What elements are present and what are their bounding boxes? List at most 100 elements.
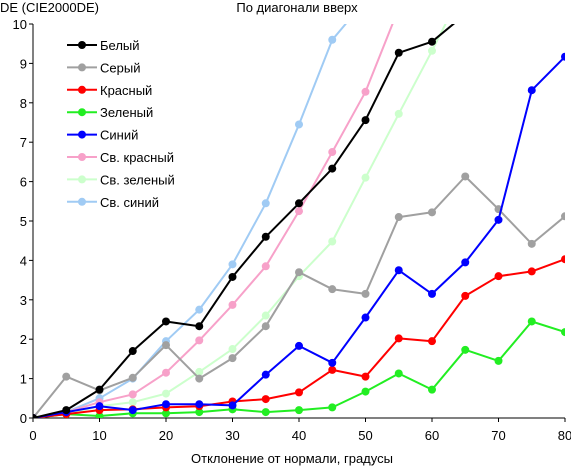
data-point (328, 403, 337, 412)
chart-title: По диагонали вверх (236, 0, 358, 15)
data-point (228, 401, 237, 410)
data-point (261, 322, 270, 331)
data-point (228, 300, 237, 309)
series-2 (33, 255, 565, 418)
data-point (428, 337, 436, 346)
y-tick-label: 6 (20, 175, 27, 190)
data-point (195, 374, 204, 383)
legend-swatch-marker (78, 153, 86, 161)
legend-item: Св. зеленый (67, 172, 175, 187)
data-point (162, 368, 170, 377)
legend-item: Белый (67, 38, 140, 53)
data-point (195, 336, 204, 345)
axes: 0 1 2 3 4 5 6 7 8 9 10 0 10 20 30 40 50 60 70 80 (13, 17, 571, 443)
data-point (195, 408, 204, 417)
legend-swatch-marker (78, 41, 86, 49)
legend-item: Св. красный (67, 150, 174, 165)
data-point (394, 334, 403, 343)
legend-swatch-marker (78, 175, 86, 184)
data-point (561, 255, 565, 264)
data-point (261, 311, 270, 320)
legend-swatch-marker (78, 197, 86, 206)
data-point (361, 387, 370, 396)
data-point (128, 390, 137, 399)
data-point (162, 317, 170, 326)
data-point (428, 385, 436, 394)
data-point (494, 356, 503, 365)
data-point (162, 400, 170, 409)
data-point (128, 373, 137, 382)
data-point (527, 317, 536, 326)
x-tick-label: 40 (292, 428, 306, 443)
legend-label: Св. зеленый (100, 172, 175, 187)
y-tick-label: 9 (20, 56, 27, 71)
legend-swatch-marker (78, 108, 86, 117)
x-tick-label: 60 (425, 428, 439, 443)
y-tick-label: 4 (20, 253, 27, 268)
data-point (328, 164, 337, 173)
data-point (328, 365, 337, 374)
data-point (362, 0, 370, 4)
data-point (494, 272, 503, 281)
series-6 (33, 24, 447, 418)
data-point (527, 239, 536, 248)
x-tick-label: 50 (358, 428, 372, 443)
data-point (428, 46, 436, 55)
legend-label: Серый (100, 60, 140, 75)
data-point (461, 172, 470, 181)
data-point (328, 285, 337, 294)
x-tick-label: 20 (159, 428, 173, 443)
data-point (261, 370, 270, 379)
data-point (328, 237, 337, 246)
data-point (162, 389, 170, 398)
data-point (195, 367, 204, 376)
data-point (428, 208, 436, 217)
legend-item: Красный (67, 83, 152, 98)
data-point (295, 199, 303, 208)
data-point (328, 35, 337, 44)
data-point (128, 406, 137, 415)
data-point (261, 199, 270, 208)
data-point (328, 358, 337, 367)
x-axis-title: Отклонение от нормали, градусы (191, 451, 393, 466)
data-point (461, 291, 470, 300)
series-layer (33, 0, 565, 418)
data-point (195, 400, 204, 409)
y-tick-label: 7 (20, 135, 27, 150)
y-tick-label: 2 (20, 332, 27, 347)
y-axis-title: DE (CIE2000DE) (0, 0, 99, 15)
x-tick-label: 70 (491, 428, 505, 443)
data-point (461, 10, 469, 18)
x-tick-label: 0 (29, 428, 36, 443)
data-point (428, 37, 436, 46)
x-tick-label: 80 (558, 428, 571, 443)
legend-swatch-marker (78, 63, 86, 72)
data-point (162, 341, 170, 350)
data-point (162, 409, 170, 418)
data-point (62, 406, 71, 415)
data-point (395, 4, 403, 12)
data-point (494, 215, 503, 224)
y-tick-label: 8 (20, 96, 27, 111)
legend-label: Белый (100, 38, 140, 53)
series-line (33, 24, 447, 418)
data-point (361, 87, 370, 96)
series-line (33, 320, 565, 418)
data-point (261, 262, 270, 271)
y-tick-label: 3 (20, 293, 27, 308)
data-point (295, 388, 303, 397)
data-point (361, 116, 370, 125)
series-line (33, 24, 394, 418)
data-point (461, 345, 470, 354)
data-point (394, 213, 403, 222)
y-tick-label: 0 (20, 411, 27, 426)
data-point (228, 354, 237, 363)
legend: Белый Серый Красный Зеленый Синий Св. красный… (67, 38, 175, 210)
legend-label: Зеленый (100, 105, 153, 120)
y-tick-label: 10 (13, 17, 27, 32)
data-point (561, 52, 565, 61)
data-point (295, 207, 303, 216)
series-line (33, 24, 456, 418)
data-point (394, 109, 403, 118)
